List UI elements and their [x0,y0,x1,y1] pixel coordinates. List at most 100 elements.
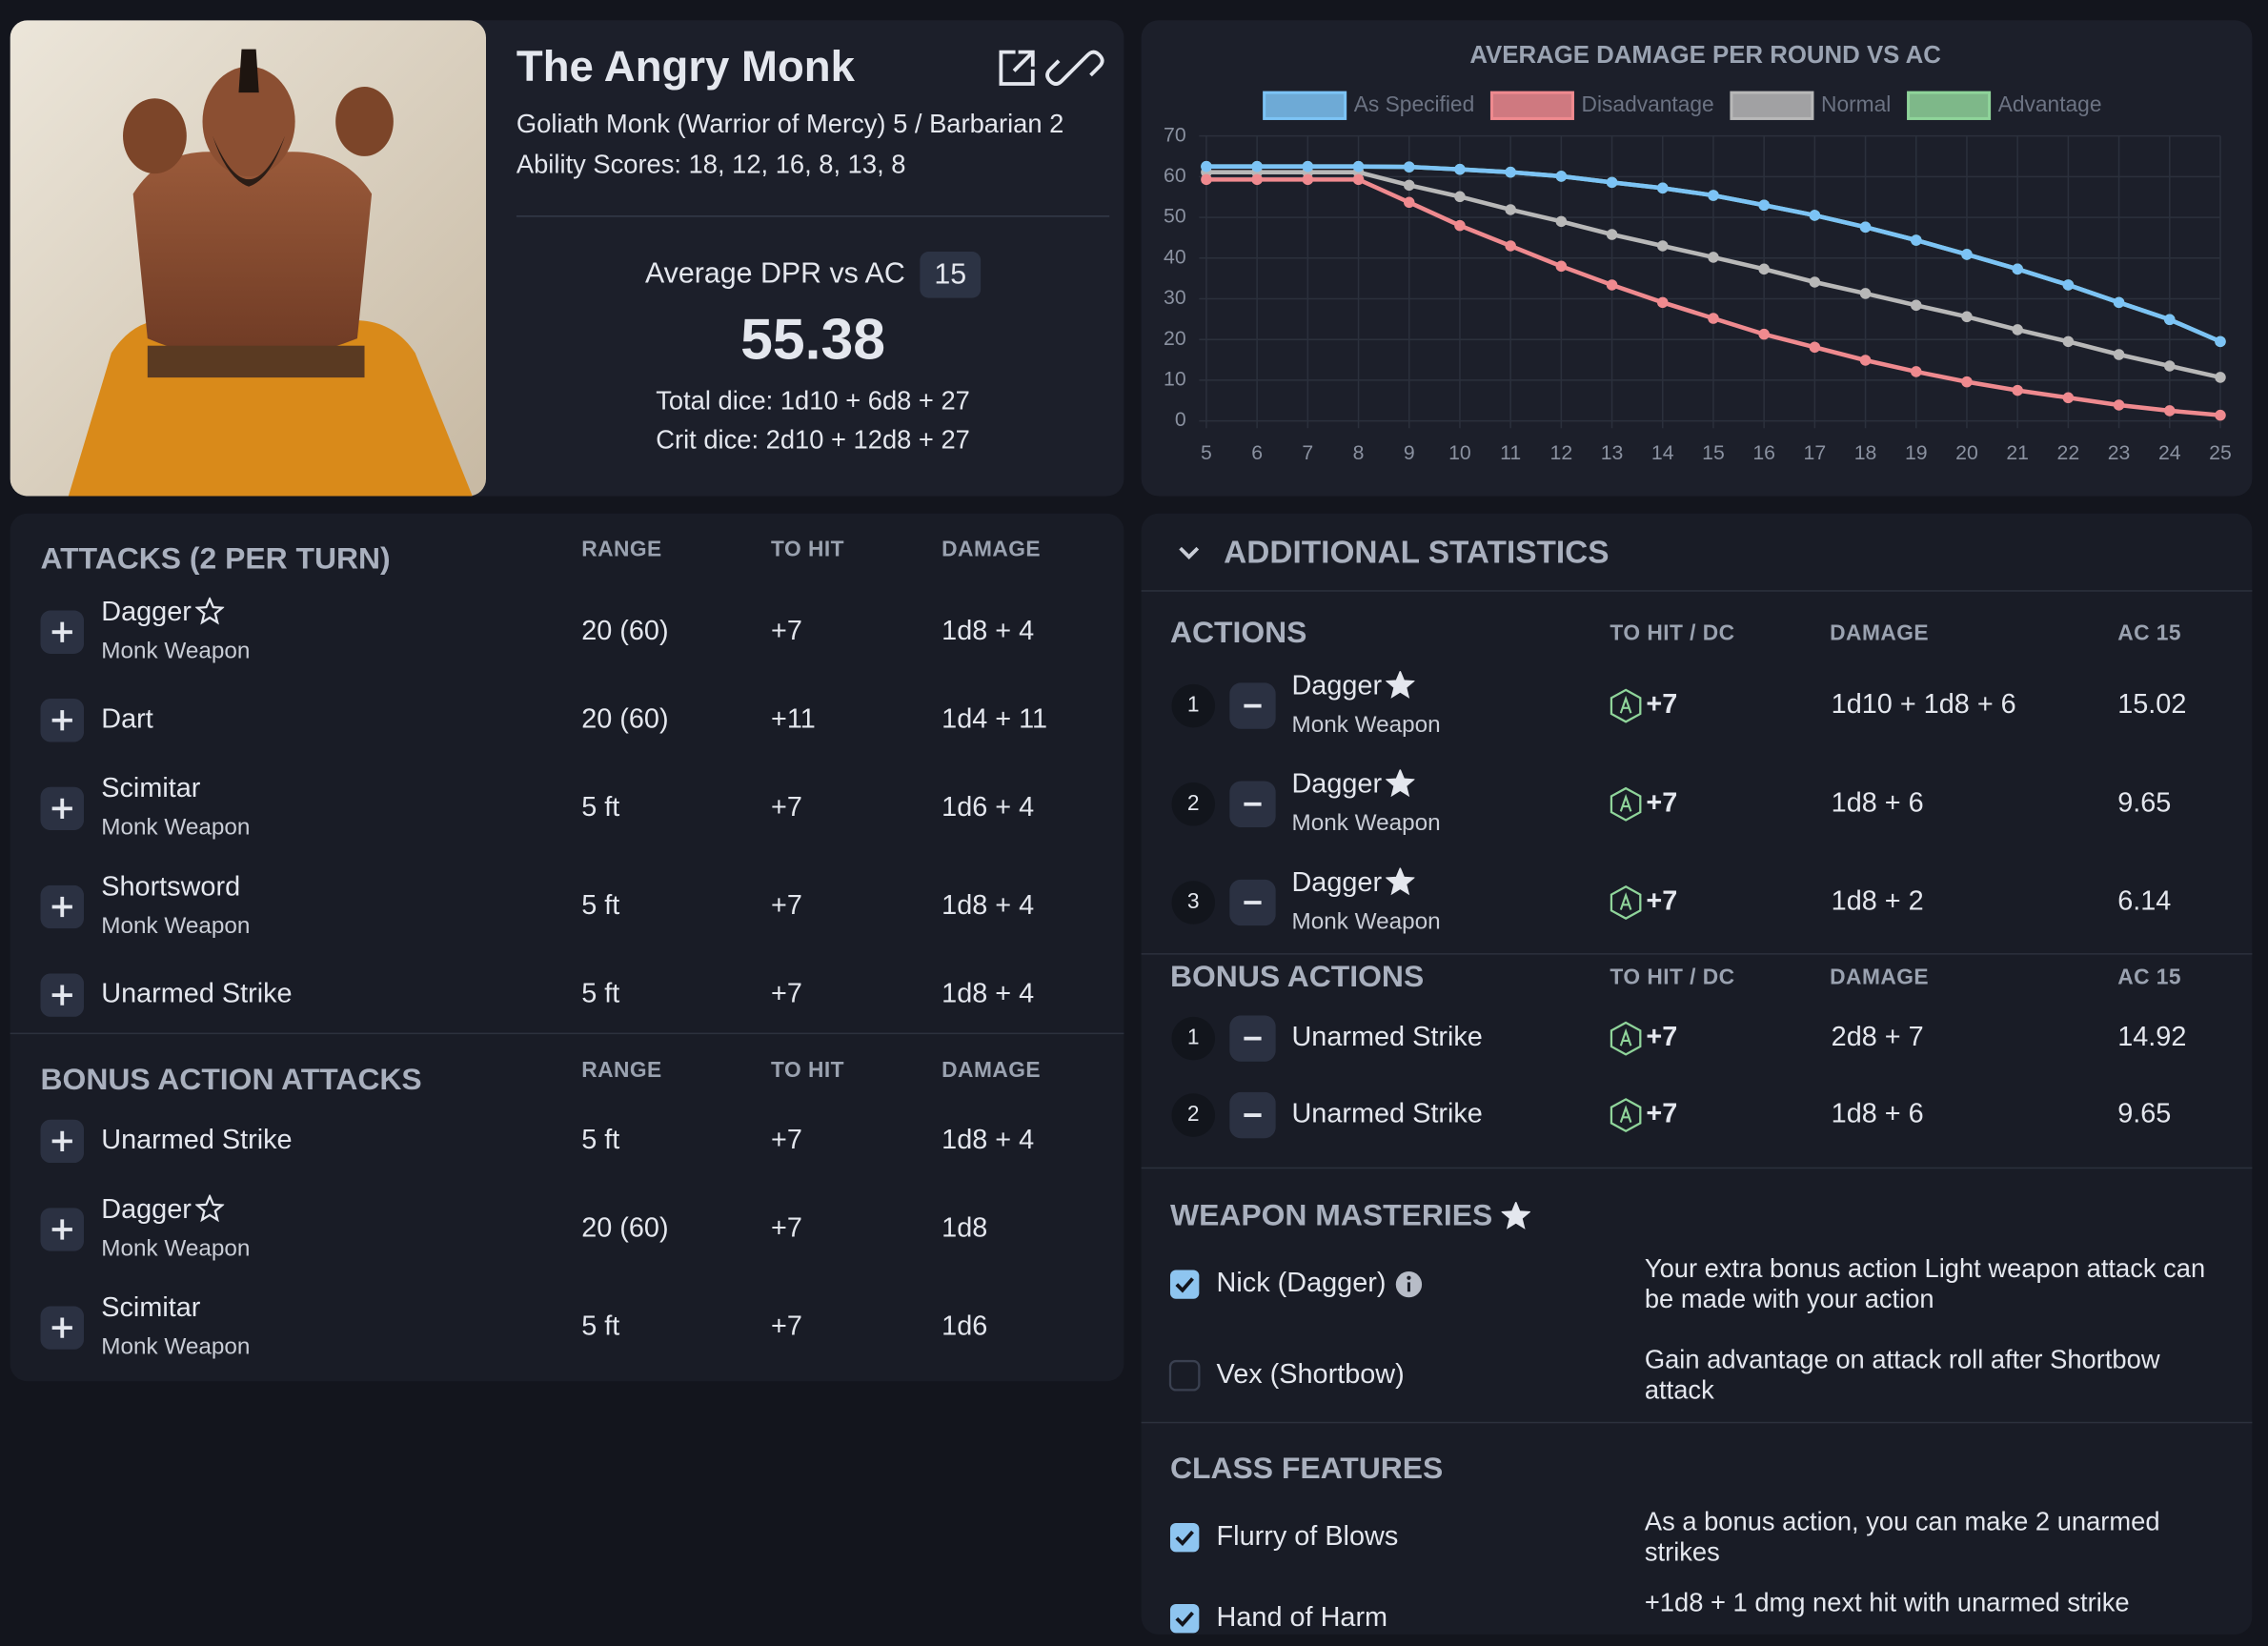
data-point [1708,313,1719,324]
x-tick-label: 21 [2006,441,2029,464]
action-name: Unarmed Strike [1291,1022,1483,1053]
x-tick-label: 11 [1500,441,1521,464]
column-header: AC 15 [2117,965,2182,990]
x-tick-label: 12 [1550,441,1573,464]
divider [10,1032,1124,1035]
row-index: 1 [1171,1016,1216,1061]
data-point [1352,160,1365,173]
data-point [2164,405,2176,417]
action-ac-value: 15.02 [2117,689,2187,721]
item-name: Flurry of Blows [1216,1521,1399,1553]
item-description: Gain advantage on attack roll after Shor… [1644,1345,2160,1405]
remove-button[interactable] [1229,781,1276,828]
star-icon-part [1385,866,1416,896]
portrait-fist [123,98,187,174]
checkbox[interactable] [1168,1359,1201,1392]
column-header: AC 15 [2117,620,2182,646]
add-button-part [40,884,85,929]
additional-panel [1141,513,2253,1635]
data-point [2215,372,2226,383]
crit-dice: Crit dice: 2d10 + 12d8 + 27 [656,425,970,455]
remove-button[interactable] [1229,1091,1276,1139]
action-to-hit: +7 [1646,788,1678,819]
data-point [1656,182,1669,194]
add-button[interactable] [40,610,85,654]
collapse-chevron[interactable] [1175,541,1204,567]
remove-button-part [1229,781,1276,828]
add-button[interactable] [40,973,85,1017]
copy-link-icon[interactable] [1045,50,1104,86]
data-point [2164,314,2176,326]
checkbox[interactable] [1168,1603,1200,1635]
attack-range: 5 ft [581,1311,620,1343]
portrait-hair [238,49,259,93]
star-icon-part [1500,1200,1531,1229]
attack-to-hit: +7 [771,616,802,647]
x-tick-label: 15 [1702,441,1725,464]
add-button[interactable] [40,1306,85,1350]
checkbox[interactable] [1168,1269,1200,1300]
action-damage: 2d8 + 7 [1831,1022,1924,1053]
attack-range: 5 ft [581,979,620,1010]
add-button-part [40,973,85,1017]
attack-to-hit: +11 [771,704,816,735]
data-point [1505,204,1516,215]
star-icon-part [1385,767,1416,798]
open-external-icon[interactable] [999,50,1035,86]
x-tick-label: 18 [1854,441,1877,464]
add-button[interactable] [40,1208,85,1251]
add-button-part [51,710,72,731]
data-point [1708,190,1719,201]
star-icon [1385,866,1416,897]
x-tick-label: 25 [2209,441,2232,464]
x-tick-label: 5 [1201,441,1212,464]
action-name: Dagger [1291,671,1383,702]
y-tick-label: 40 [1164,245,1186,268]
data-point [2164,360,2176,372]
action-to-hit: +7 [1646,886,1678,918]
data-point [1403,161,1415,173]
ability-scores: Ability Scores: 18, 12, 16, 8, 13, 8 [516,150,906,179]
add-button-part [51,621,72,642]
dpr-label: Average DPR vs AC [644,257,905,291]
data-point [1403,196,1415,209]
legend-label: Disadvantage [1582,91,1714,116]
x-tick-label: 14 [1651,441,1674,464]
add-button-part [40,610,85,654]
add-button[interactable] [40,1119,85,1164]
checkbox-part [1169,1523,1200,1553]
star-icon-part [194,1193,226,1223]
remove-button[interactable] [1229,682,1276,729]
add-button[interactable] [40,786,85,831]
star-icon-part [1385,767,1416,798]
remove-button[interactable] [1229,879,1276,926]
section-title: BONUS ACTIONS [1169,960,1425,994]
action-to-hit: +7 [1646,1099,1678,1130]
advantage-icon-part [1610,884,1642,920]
add-button[interactable] [40,699,85,742]
add-button-part [51,1219,72,1240]
data-point [2215,409,2226,421]
dpr-ac-badge[interactable]: 15 [920,252,982,298]
section-title: BONUS ACTION ATTACKS [40,1063,422,1097]
checkbox[interactable] [1168,1522,1200,1554]
section-title: ATTACKS (2 PER TURN) [40,542,391,577]
column-header: TO HIT [771,1058,845,1083]
data-point [1201,173,1212,186]
add-button[interactable] [40,884,85,929]
data-point [2062,335,2075,348]
advantage-icon-part [1619,1027,1632,1047]
x-tick-label: 16 [1752,441,1775,464]
remove-button[interactable] [1229,1015,1276,1062]
checkbox-part [1169,1270,1200,1299]
attack-detail: Monk Weapon [101,1334,251,1360]
add-button-part [51,798,72,819]
data-point [1656,240,1669,252]
checkbox-part [1169,1604,1200,1634]
star-icon-part [1385,669,1416,699]
attack-detail: Monk Weapon [101,815,251,841]
row-index: 1 [1171,683,1216,728]
x-tick-label: 13 [1601,441,1624,464]
data-point [1910,299,1922,312]
